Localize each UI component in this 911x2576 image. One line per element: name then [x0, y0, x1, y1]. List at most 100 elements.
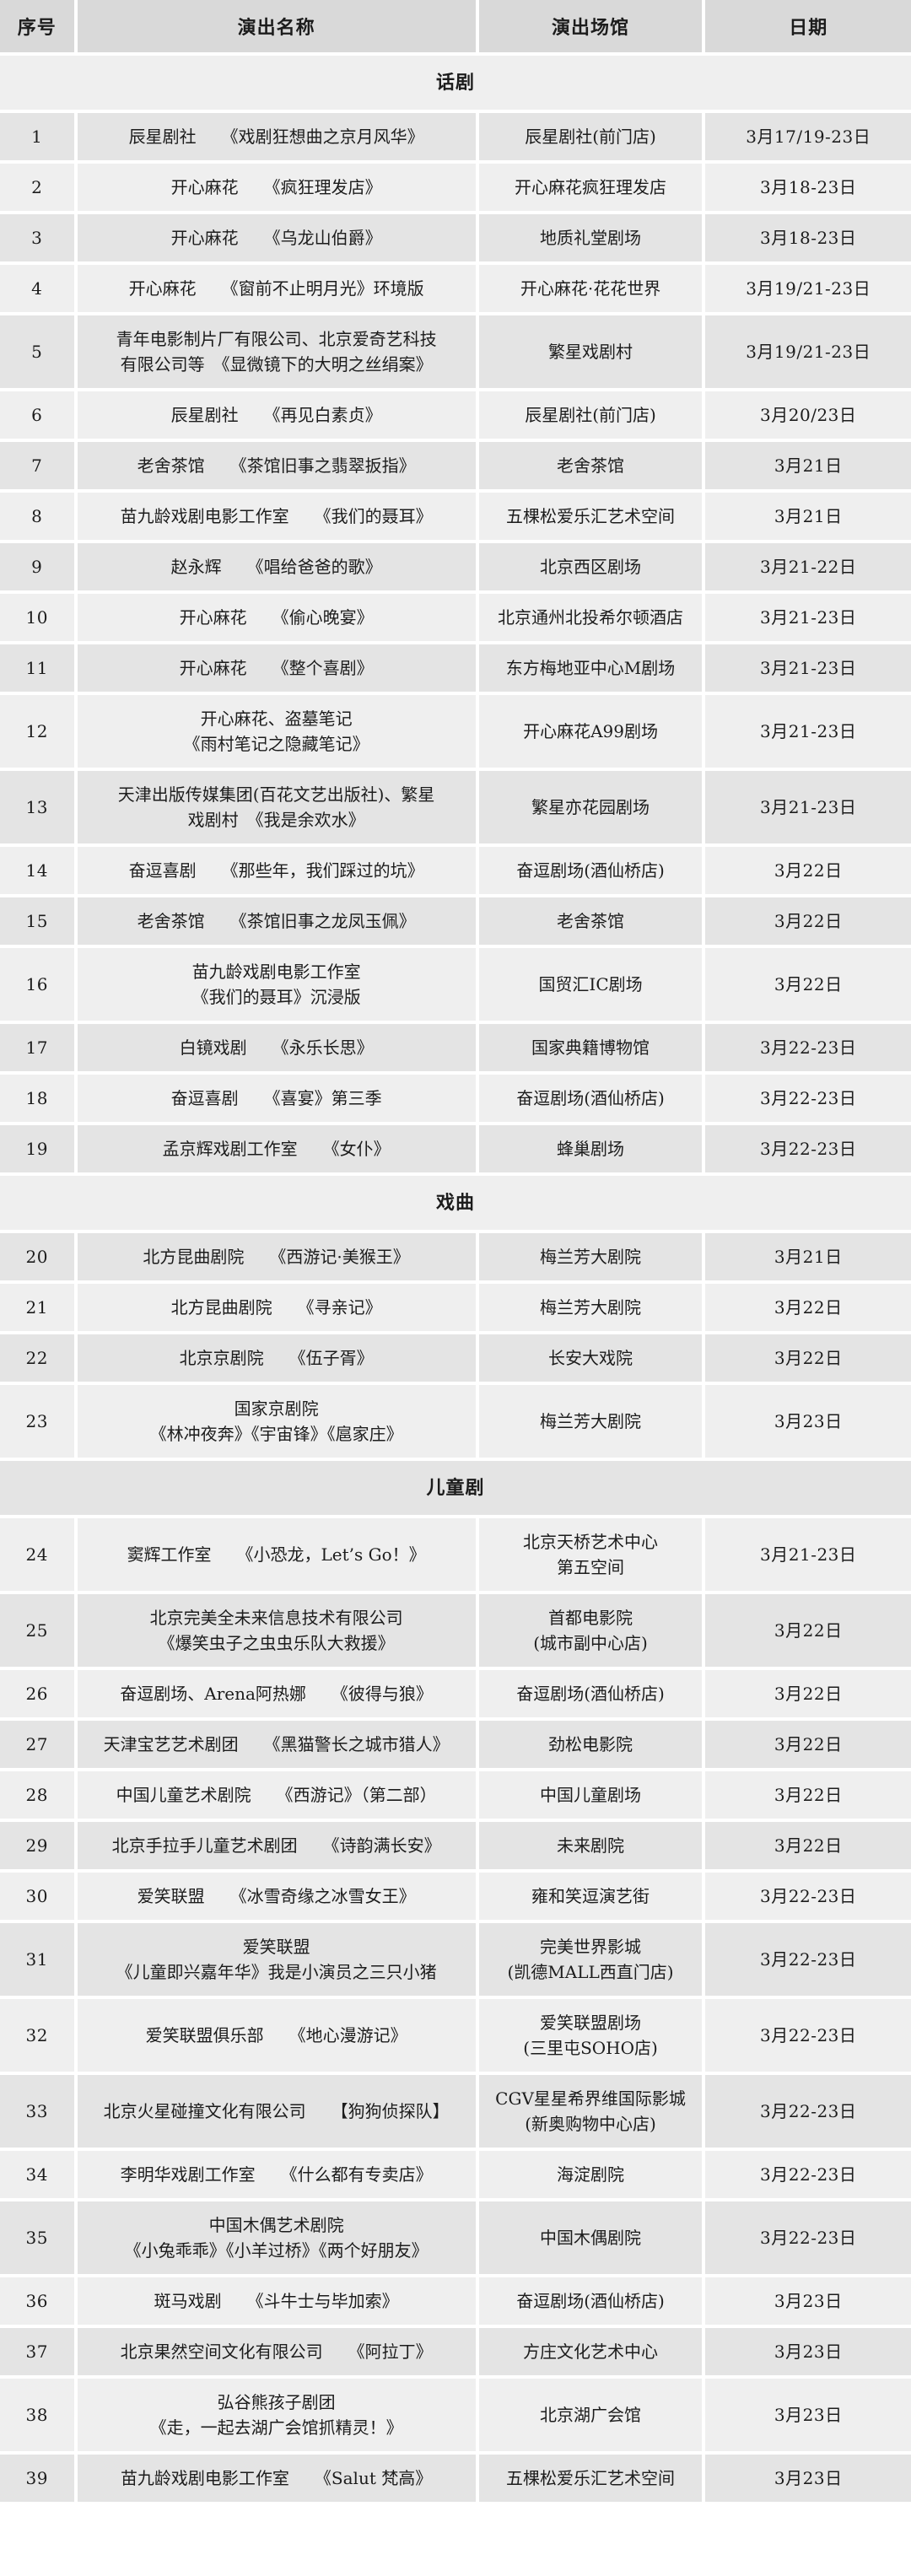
table-row: 7 老舍茶馆 《茶馆旧事之翡翠扳指》 老舍茶馆 3月21日 [0, 442, 911, 489]
cell-date: 3月22日 [705, 1284, 911, 1331]
cell-date: 3月21-23日 [705, 644, 911, 692]
table-row: 18 奋逗喜剧 《喜宴》第三季 奋逗剧场(酒仙桥店) 3月22-23日 [0, 1075, 911, 1122]
table-row: 10 开心麻花 《偷心晚宴》 北京通州北投希尔顿酒店 3月21-23日 [0, 594, 911, 641]
cell-name: 苗九龄戏剧电影工作室 《我们的聂耳》 [77, 493, 476, 540]
cell-name: 白镜戏剧 《永乐长思》 [77, 1024, 476, 1071]
table-row: 38 弘谷熊孩子剧团 《走，一起去湖广会馆抓精灵！》 北京湖广会馆 3月23日 [0, 2379, 911, 2451]
cell-no: 27 [0, 1721, 74, 1768]
cell-name: 爱笑联盟 《儿童即兴嘉年华》我是小演员之三只小猪 [77, 1923, 476, 1996]
cell-name: 天津出版传媒集团(百花文艺出版社)、繁星 戏剧村 《我是余欢水》 [77, 771, 476, 843]
table-row: 25 北京完美全未来信息技术有限公司 《爆笑虫子之虫虫乐队大救援》 首都电影院 (城… [0, 1594, 911, 1667]
cell-no: 9 [0, 543, 74, 590]
cell-name: 北京京剧院 《伍子胥》 [77, 1334, 476, 1382]
cell-venue: 开心麻花A99剧场 [478, 695, 703, 768]
cell-venue: 雍和笑逗演艺街 [478, 1873, 703, 1920]
cell-venue: 辰星剧社(前门店) [478, 113, 703, 160]
cell-date: 3月21-23日 [705, 1518, 911, 1591]
table-row: 14 奋逗喜剧 《那些年，我们踩过的坑》 奋逗剧场(酒仙桥店) 3月22日 [0, 847, 911, 894]
cell-name: 奋逗剧场、Arena阿热娜 《彼得与狼》 [77, 1670, 476, 1717]
cell-venue: 开心麻花疯狂理发店 [478, 164, 703, 211]
cell-date: 3月22日 [705, 1670, 911, 1717]
cell-no: 30 [0, 1873, 74, 1920]
cell-name: 北京果然空间文化有限公司 《阿拉丁》 [77, 2328, 476, 2375]
cell-venue: CGV星星希界维国际影城 (新奥购物中心店) [478, 2075, 703, 2148]
table-row: 27 天津宝艺艺术剧团 《黑猫警长之城市猎人》 劲松电影院 3月22日 [0, 1721, 911, 1768]
cell-venue: 爱笑联盟剧场 (三里屯SOHO店) [478, 1999, 703, 2072]
cell-no: 23 [0, 1385, 74, 1458]
section-label: 戏曲 [0, 1176, 911, 1230]
cell-name: 中国儿童艺术剧院 《西游记》（第二部） [77, 1771, 476, 1819]
column-header-show-name: 演出名称 [77, 0, 476, 52]
cell-name: 北方昆曲剧院 《西游记·美猴王》 [77, 1233, 476, 1280]
cell-no: 32 [0, 1999, 74, 2072]
cell-no: 34 [0, 2151, 74, 2198]
cell-date: 3月21日 [705, 1233, 911, 1280]
cell-no: 37 [0, 2328, 74, 2375]
cell-venue: 五棵松爱乐汇艺术空间 [478, 493, 703, 540]
cell-date: 3月22日 [705, 1594, 911, 1667]
column-header-index: 序号 [0, 0, 74, 52]
cell-no: 20 [0, 1233, 74, 1280]
cell-no: 7 [0, 442, 74, 489]
cell-date: 3月22-23日 [705, 1024, 911, 1071]
cell-name: 辰星剧社 《戏剧狂想曲之京月风华》 [77, 113, 476, 160]
cell-no: 11 [0, 644, 74, 692]
cell-no: 31 [0, 1923, 74, 1996]
cell-date: 3月19/21-23日 [705, 265, 911, 312]
cell-date: 3月22-23日 [705, 1923, 911, 1996]
cell-date: 3月21日 [705, 442, 911, 489]
cell-venue: 繁星亦花园剧场 [478, 771, 703, 843]
section-label: 儿童剧 [0, 1461, 911, 1515]
table-row: 28 中国儿童艺术剧院 《西游记》（第二部） 中国儿童剧场 3月22日 [0, 1771, 911, 1819]
cell-date: 3月23日 [705, 2328, 911, 2375]
table-row: 5 青年电影制片厂有限公司、北京爱奇艺科技 有限公司等 《显微镜下的大明之丝绢案》… [0, 315, 911, 388]
cell-venue: 繁星戏剧村 [478, 315, 703, 388]
cell-no: 29 [0, 1822, 74, 1869]
cell-venue: 劲松电影院 [478, 1721, 703, 1768]
table-header: 序号 演出名称 演出场馆 日期 [0, 0, 911, 52]
cell-date: 3月22日 [705, 897, 911, 945]
column-header-date: 日期 [705, 0, 911, 52]
cell-venue: 五棵松爱乐汇艺术空间 [478, 2455, 703, 2502]
cell-name: 奋逗喜剧 《喜宴》第三季 [77, 1075, 476, 1122]
cell-date: 3月22日 [705, 1721, 911, 1768]
cell-date: 3月18-23日 [705, 214, 911, 261]
cell-name: 开心麻花 《疯狂理发店》 [77, 164, 476, 211]
cell-no: 4 [0, 265, 74, 312]
performance-schedule: 序号 演出名称 演出场馆 日期 话剧 1 辰星剧社 《戏剧狂想曲之京月风华》 辰星剧社… [0, 0, 911, 2502]
cell-no: 21 [0, 1284, 74, 1331]
cell-date: 3月22-23日 [705, 1075, 911, 1122]
cell-no: 24 [0, 1518, 74, 1591]
section-label: 话剧 [0, 56, 911, 110]
cell-name: 奋逗喜剧 《那些年，我们踩过的坑》 [77, 847, 476, 894]
cell-name: 北京火星碰撞文化有限公司 【狗狗侦探队】 [77, 2075, 476, 2148]
table-body: 话剧 1 辰星剧社 《戏剧狂想曲之京月风华》 辰星剧社(前门店) 3月17/19-23日… [0, 56, 911, 2502]
cell-venue: 未来剧院 [478, 1822, 703, 1869]
table-row: 21 北方昆曲剧院 《寻亲记》 梅兰芳大剧院 3月22日 [0, 1284, 911, 1331]
cell-venue: 海淀剧院 [478, 2151, 703, 2198]
table-row: 3 开心麻花 《乌龙山伯爵》 地质礼堂剧场 3月18-23日 [0, 214, 911, 261]
cell-no: 33 [0, 2075, 74, 2148]
cell-name: 苗九龄戏剧电影工作室 《我们的聂耳》沉浸版 [77, 948, 476, 1021]
cell-name: 窦辉工作室 《小恐龙，Let’s Go！》 [77, 1518, 476, 1591]
cell-venue: 完美世界影城 (凯德MALL西直门店) [478, 1923, 703, 1996]
cell-no: 28 [0, 1771, 74, 1819]
table-row: 29 北京手拉手儿童艺术剧团 《诗韵满长安》 未来剧院 3月22日 [0, 1822, 911, 1869]
cell-name: 苗九龄戏剧电影工作室 《Salut 梵高》 [77, 2455, 476, 2502]
cell-date: 3月22-23日 [705, 1125, 911, 1172]
cell-no: 22 [0, 1334, 74, 1382]
cell-name: 开心麻花 《偷心晚宴》 [77, 594, 476, 641]
table-row: 16 苗九龄戏剧电影工作室 《我们的聂耳》沉浸版 国贸汇IC剧场 3月22日 [0, 948, 911, 1021]
cell-name: 开心麻花 《乌龙山伯爵》 [77, 214, 476, 261]
section-row-3: 儿童剧 [0, 1461, 911, 1515]
cell-name: 天津宝艺艺术剧团 《黑猫警长之城市猎人》 [77, 1721, 476, 1768]
cell-no: 15 [0, 897, 74, 945]
table-row: 6 辰星剧社 《再见白素贞》 辰星剧社(前门店) 3月20/23日 [0, 391, 911, 439]
cell-date: 3月22-23日 [705, 1873, 911, 1920]
cell-venue: 国家典籍博物馆 [478, 1024, 703, 1071]
cell-venue: 北京湖广会馆 [478, 2379, 703, 2451]
cell-venue: 奋逗剧场(酒仙桥店) [478, 1075, 703, 1122]
cell-date: 3月21-23日 [705, 771, 911, 843]
cell-name: 北方昆曲剧院 《寻亲记》 [77, 1284, 476, 1331]
table-row: 13 天津出版传媒集团(百花文艺出版社)、繁星 戏剧村 《我是余欢水》 繁星亦花园剧… [0, 771, 911, 843]
